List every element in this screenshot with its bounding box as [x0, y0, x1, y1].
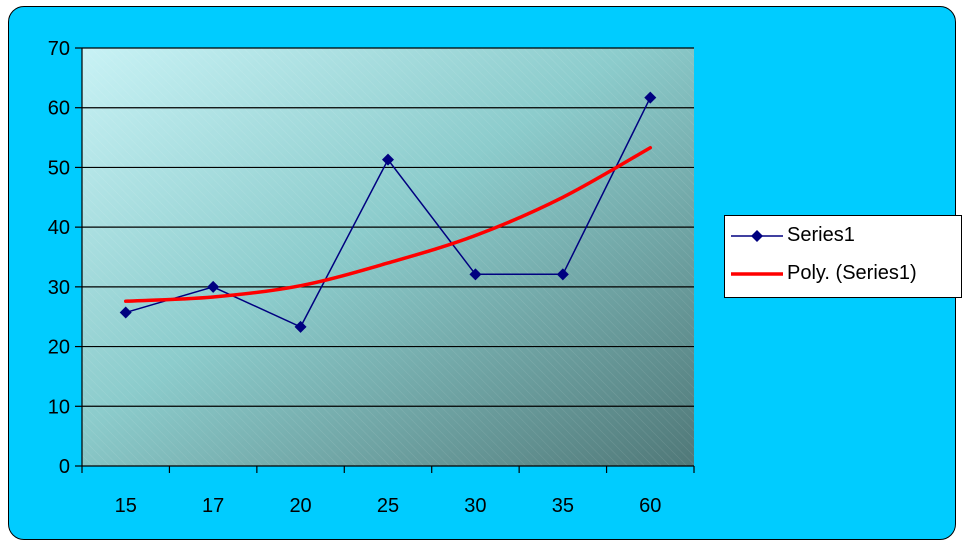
y-tick-label-10: 10	[48, 396, 70, 418]
data-point-17	[207, 280, 220, 293]
y-tick-label-60: 60	[48, 98, 70, 120]
data-point-20	[294, 320, 307, 333]
series-markers	[119, 91, 657, 333]
plot-area-texture	[82, 48, 694, 466]
x-tick-label-15: 15	[115, 495, 137, 517]
x-tick-label-25: 25	[377, 495, 399, 517]
gridlines	[82, 47, 694, 407]
x-tick-label-30: 30	[464, 495, 486, 517]
y-tick-label-50: 50	[48, 157, 70, 179]
legend-label-series1: Series1	[787, 224, 855, 246]
legend: Series1 Poly. (Series1)	[724, 215, 962, 298]
y-tick-label-20: 20	[48, 337, 70, 359]
y-tick-label-70: 70	[48, 38, 70, 60]
y-tick-label-40: 40	[48, 217, 70, 239]
axes	[81, 48, 694, 467]
legend-label-trendline: Poly. (Series1)	[787, 262, 917, 284]
legend-swatch-series1	[731, 230, 783, 242]
y-tick-label-30: 30	[48, 277, 70, 299]
data-point-35	[556, 268, 569, 281]
x-tick-label-60: 60	[639, 495, 661, 517]
x-tick-label-35: 35	[552, 495, 574, 517]
legend-swatch-trendline	[731, 272, 783, 276]
y-axis-ticks: 0 10 20 30 40 50 60 70	[48, 38, 82, 478]
data-point-25	[382, 153, 394, 166]
legend-item-series1: Series1	[725, 218, 961, 254]
x-axis-ticks: 15 17 20 25 30 35 60	[81, 466, 695, 517]
y-tick-label-0: 0	[59, 456, 70, 478]
legend-item-trendline: Poly. (Series1)	[725, 256, 961, 292]
trendline-poly-series1	[123, 145, 653, 303]
x-tick-label-20: 20	[289, 495, 311, 517]
data-point-15	[119, 306, 132, 319]
x-tick-label-17: 17	[202, 495, 224, 517]
data-point-60	[644, 91, 657, 104]
data-point-30	[469, 268, 482, 281]
